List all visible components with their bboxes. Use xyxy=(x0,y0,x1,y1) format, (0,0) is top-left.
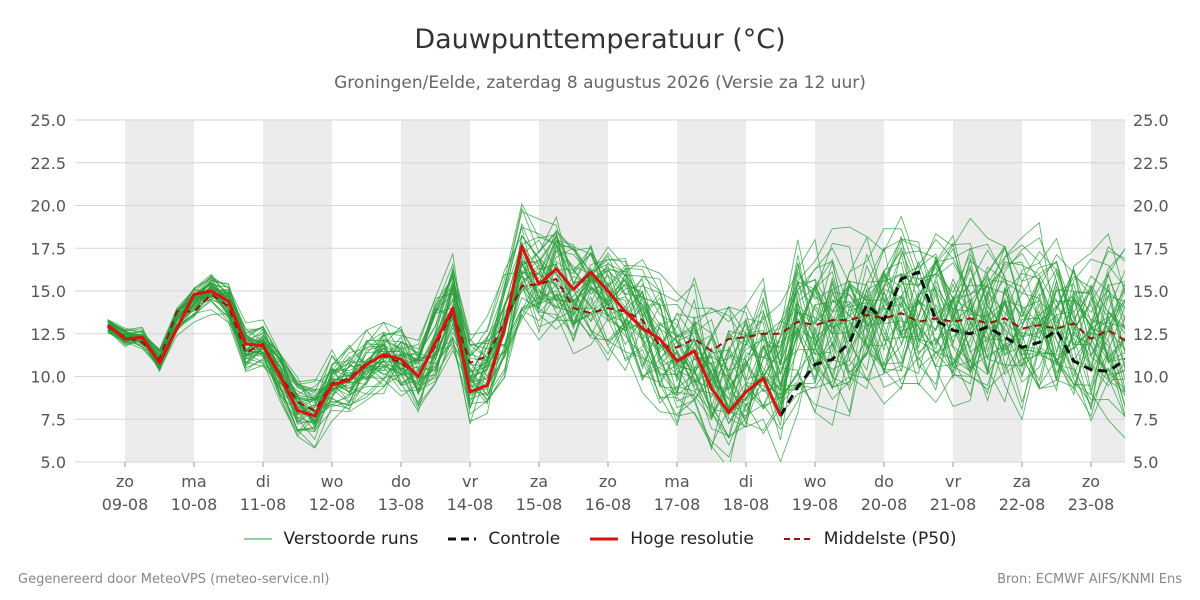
ensemble-member-line xyxy=(107,238,1125,425)
y-tick-label-right: 17.5 xyxy=(1133,239,1169,258)
x-tick-day: zo xyxy=(599,472,617,491)
ensemble-member-line xyxy=(107,236,1125,421)
chart-title: Dauwpunttemperatuur (°C) xyxy=(414,24,786,55)
y-tick-label-left: 25.0 xyxy=(30,111,66,130)
x-tick-day: za xyxy=(1013,472,1031,491)
legend-label-control: Controle xyxy=(488,529,561,549)
main-lines xyxy=(106,245,1125,418)
legend-label-p50: Middelste (P50) xyxy=(823,529,957,549)
x-tick-date: 12-08 xyxy=(309,495,356,514)
x-tick-date: 10-08 xyxy=(171,495,218,514)
y-tick-label-right: 20.0 xyxy=(1133,197,1169,216)
x-tick-day: za xyxy=(530,472,548,491)
legend-swatch-control xyxy=(448,537,477,541)
ensemble-member-line xyxy=(107,243,1125,423)
y-tick-label-right: 5.0 xyxy=(1133,453,1158,472)
legend-swatch-ensemble xyxy=(243,538,272,540)
x-tick-date: 19-08 xyxy=(792,495,839,514)
x-tick-date: 11-08 xyxy=(240,495,287,514)
x-tick-date: 18-08 xyxy=(723,495,770,514)
legend-item-p50: Middelste (P50) xyxy=(783,529,957,549)
x-tick-day: di xyxy=(739,472,754,491)
legend-label-ensemble: Verstoorde runs xyxy=(283,529,419,549)
y-tick-label-right: 25.0 xyxy=(1133,111,1169,130)
y-tick-label-right: 15.0 xyxy=(1133,282,1169,301)
ensemble-member-line xyxy=(107,246,1125,419)
x-tick-date: 09-08 xyxy=(102,495,149,514)
legend-swatch-hires xyxy=(590,537,619,541)
y-ticks-right: 5.0 7.5 10.0 12.5 15.0 17.5 20.0 22.5 25.0 xyxy=(1133,111,1169,472)
y-tick-label-left: 12.5 xyxy=(30,325,66,344)
x-tick-day: vr xyxy=(462,472,478,491)
y-tick-label-left: 15.0 xyxy=(30,282,66,301)
legend-item-control: Controle xyxy=(448,529,560,549)
series-line-middelste-p50- xyxy=(107,278,1125,412)
footer-generated-by: Gegenereerd door MeteoVPS (meteo-service… xyxy=(18,572,330,587)
x-tick-day: di xyxy=(256,472,271,491)
x-ticks: zo 09-08 ma 10-08 di 11-08 wo 12-08 do 13-08 vr 14-… xyxy=(102,462,1115,514)
chart-subtitle: Groningen/Eelde, zaterdag 8 augustus 202… xyxy=(334,73,866,93)
x-tick-date: 16-08 xyxy=(585,495,632,514)
ensemble-member-line xyxy=(107,217,1125,431)
series-line-controle xyxy=(779,270,1125,417)
y-tick-label-right: 12.5 xyxy=(1133,325,1169,344)
ensemble-member-line xyxy=(107,280,1125,448)
x-tick-day: vr xyxy=(945,472,961,491)
legend-item-ensemble: Verstoorde runs xyxy=(243,529,419,549)
x-tick-day: ma xyxy=(181,472,206,491)
x-tick-day: ma xyxy=(664,472,689,491)
ensemble-member-line xyxy=(107,253,1125,416)
x-tick-date: 15-08 xyxy=(516,495,563,514)
x-tick-day: do xyxy=(874,472,894,491)
x-tick-date: 13-08 xyxy=(378,495,425,514)
y-tick-label-left: 17.5 xyxy=(30,239,66,258)
x-tick-day: wo xyxy=(321,472,344,491)
x-tick-day: zo xyxy=(116,472,134,491)
series-line-hoge-resolutie xyxy=(106,245,782,418)
y-tick-label-left: 7.5 xyxy=(41,410,66,429)
y-tick-label-left: 22.5 xyxy=(30,154,66,173)
x-tick-date: 21-08 xyxy=(930,495,977,514)
x-tick-day: zo xyxy=(1082,472,1100,491)
y-tick-label-left: 20.0 xyxy=(30,197,66,216)
x-tick-date: 20-08 xyxy=(861,495,908,514)
y-tick-label-left: 10.0 xyxy=(30,368,66,387)
x-tick-day: wo xyxy=(804,472,827,491)
y-tick-label-left: 5.0 xyxy=(41,453,66,472)
x-tick-date: 22-08 xyxy=(999,495,1046,514)
legend: Verstoorde runs Controle Hoge resolutie … xyxy=(0,529,1200,549)
y-ticks-left: 5.0 7.5 10.0 12.5 15.0 17.5 20.0 22.5 25.0 xyxy=(30,111,66,472)
ensemble-member-line xyxy=(107,252,1125,437)
y-tick-label-right: 7.5 xyxy=(1133,410,1158,429)
y-tick-label-right: 22.5 xyxy=(1133,154,1169,173)
x-tick-day: do xyxy=(391,472,411,491)
legend-label-hires: Hoge resolutie xyxy=(630,529,754,549)
legend-item-hires: Hoge resolutie xyxy=(590,529,754,549)
ensemble-member-line xyxy=(107,210,1125,439)
x-tick-date: 17-08 xyxy=(654,495,701,514)
legend-swatch-p50 xyxy=(783,538,812,540)
footer-source: Bron: ECMWF AIFS/KNMI Ens xyxy=(997,572,1182,587)
x-tick-date: 23-08 xyxy=(1068,495,1115,514)
ensemble-member-line xyxy=(107,264,1125,418)
ensemble-member-line xyxy=(107,237,1125,420)
x-tick-date: 14-08 xyxy=(447,495,494,514)
ensemble-member-line xyxy=(107,235,1125,431)
y-tick-label-right: 10.0 xyxy=(1133,368,1169,387)
